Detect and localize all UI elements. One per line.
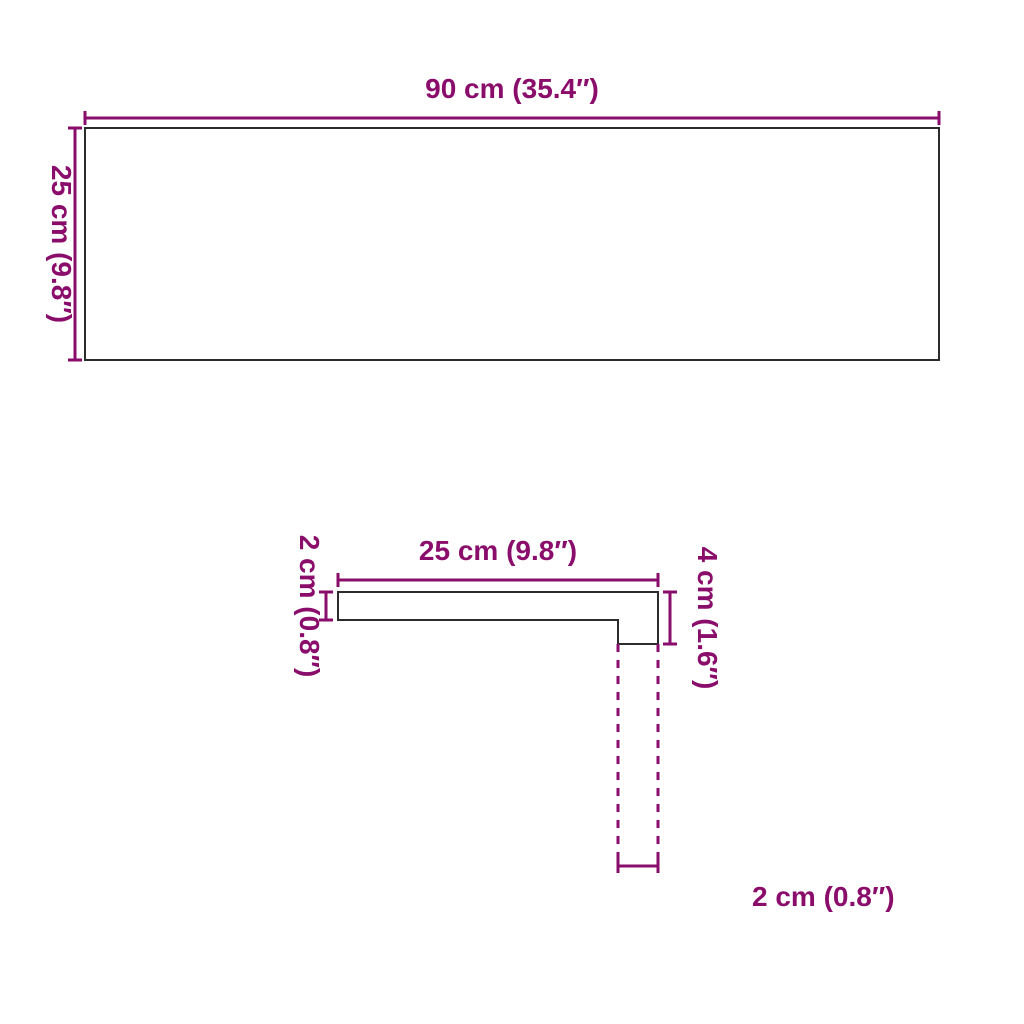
profile-outline	[338, 592, 658, 644]
dim-profile-top-width-label: 25 cm (9.8″)	[419, 535, 577, 566]
dim-top-height-label: 25 cm (9.8″)	[46, 165, 77, 323]
dim-profile-bottom-width-label: 2 cm (0.8″)	[752, 881, 895, 912]
dim-profile-left-thk-label: 2 cm (0.8″)	[294, 535, 325, 678]
dim-top-width	[85, 111, 939, 125]
top-view-rect	[85, 128, 939, 360]
dim-profile-right-drop-label: 4 cm (1.6″)	[692, 547, 723, 690]
dimension-diagram: 90 cm (35.4″) 25 cm (9.8″) 25 cm (9.8″) 2 c…	[0, 0, 1024, 1024]
dim-top-width-label: 90 cm (35.4″)	[425, 73, 599, 104]
dim-profile-top-width	[338, 573, 658, 587]
dim-profile-right-drop	[663, 592, 677, 644]
dim-profile-bottom-width	[618, 852, 658, 873]
